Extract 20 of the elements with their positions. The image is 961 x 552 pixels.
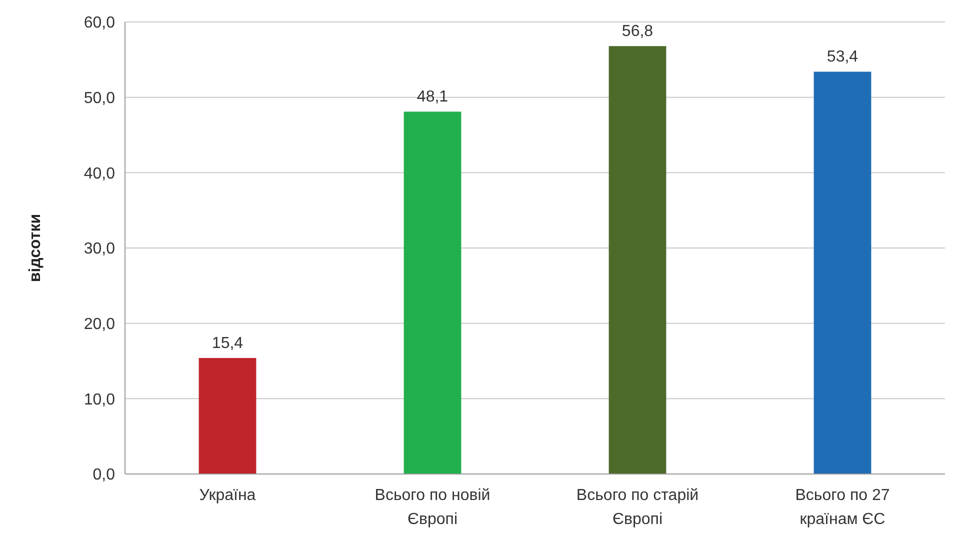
x-tick-label: Україна xyxy=(199,487,256,504)
y-tick-label: 10,0 xyxy=(84,391,116,408)
data-label: 48,1 xyxy=(416,88,448,106)
bar xyxy=(198,358,256,474)
y-axis-title: відсотки xyxy=(27,214,44,282)
x-tick-label: Всього по 27 країнам ЄС xyxy=(795,487,890,528)
data-label: 56,8 xyxy=(622,23,654,40)
bar xyxy=(814,72,872,474)
data-label: 53,4 xyxy=(826,48,858,66)
bar xyxy=(404,112,462,474)
y-tick-label: 0,0 xyxy=(92,466,116,484)
x-tick-label: Всього по новій Європі xyxy=(374,487,490,528)
y-tick-label: 30,0 xyxy=(84,240,116,258)
y-tick-label: 50,0 xyxy=(84,90,116,107)
x-tick-label: Всього по старій Європі xyxy=(576,487,699,528)
data-label: 15,4 xyxy=(212,334,244,352)
y-tick-label: 60,0 xyxy=(84,14,116,32)
y-tick-label: 40,0 xyxy=(84,165,116,182)
bar xyxy=(608,46,666,474)
y-tick-label: 20,0 xyxy=(84,316,116,333)
